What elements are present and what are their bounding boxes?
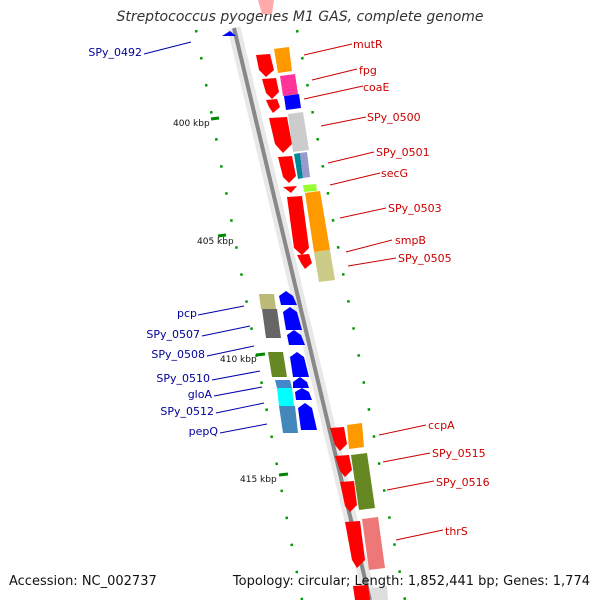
- forward-strand-genes: [279, 291, 317, 430]
- gene-band: [300, 152, 310, 178]
- gene-label: ccpA: [428, 419, 455, 432]
- gene-arrow: [290, 352, 309, 377]
- accession-text: Accession: NC_002737: [9, 574, 157, 589]
- gene-label: mutR: [353, 38, 383, 51]
- tick-mark: [278, 472, 289, 477]
- tick-label: 405 kbp: [197, 237, 234, 247]
- gene-label: SPy_0505: [398, 252, 452, 265]
- gene-label: pcp: [177, 307, 197, 320]
- gene-band: [262, 309, 281, 338]
- gene-arrow: [287, 196, 309, 255]
- scale-ticks: [210, 116, 289, 477]
- gene-label: coaE: [363, 81, 390, 94]
- gene-label: SPy_0492: [88, 46, 142, 59]
- gene-band: [280, 74, 298, 96]
- gene-label: SPy_0500: [367, 111, 421, 124]
- gene-arrow: [283, 307, 302, 330]
- gene-arrow: [287, 330, 305, 345]
- gene-band: [277, 388, 294, 406]
- gene-arrow: [256, 54, 274, 77]
- tick-label: 410 kbp: [220, 355, 257, 365]
- gene-band: [259, 294, 276, 309]
- gene-band: [275, 380, 292, 388]
- reverse-strand-bands: [274, 47, 388, 600]
- gene-arrow: [340, 481, 357, 512]
- right-label-leaders: [303, 43, 444, 541]
- gene-label: thrS: [445, 525, 468, 538]
- gene-arrow: [335, 455, 352, 477]
- forward-strand-bands: [259, 294, 298, 433]
- gene-label: SPy_0503: [388, 202, 442, 215]
- gene-arrow: [278, 156, 296, 183]
- gene-label: pepQ: [189, 425, 219, 438]
- tick-labels: 400 kbp 405 kbp 410 kbp 415 kbp: [173, 119, 277, 485]
- gene-arrow: [293, 377, 309, 388]
- gene-label: SPy_0510: [156, 372, 210, 385]
- gene-arrow: [295, 388, 312, 400]
- left-label-leaders: [143, 41, 268, 434]
- gene-label: SPy_0508: [151, 348, 205, 361]
- gene-band: [314, 250, 335, 282]
- gene-label: smpB: [395, 234, 426, 247]
- gene-band: [351, 453, 375, 510]
- gene-band: [284, 94, 301, 110]
- gene-partial-top-blue: [222, 31, 236, 36]
- tick-mark: [255, 352, 266, 357]
- gene-partial-top: [258, 0, 274, 14]
- gene-band: [279, 406, 298, 433]
- gene-band: [305, 191, 330, 252]
- gene-arrow: [298, 403, 317, 430]
- gene-arrow: [353, 585, 370, 600]
- gene-label: gloA: [188, 388, 213, 401]
- gene-arrow: [262, 78, 279, 99]
- gene-label: SPy_0501: [376, 146, 430, 159]
- gene-band: [303, 184, 317, 192]
- map-title: Streptococcus pyogenes M1 GAS, complete …: [116, 9, 484, 25]
- gene-arrow: [279, 291, 297, 305]
- gene-arrow: [330, 427, 347, 451]
- gene-label: SPy_0515: [432, 447, 486, 460]
- gene-arrow: [345, 521, 365, 568]
- right-gene-labels: mutR fpg coaE SPy_0500 SPy_0501 secG SPy…: [353, 38, 490, 538]
- gene-label: SPy_0507: [146, 328, 200, 341]
- gene-band: [371, 586, 388, 600]
- tick-mark: [210, 116, 220, 121]
- gene-band: [294, 153, 303, 179]
- gene-arrow: [283, 186, 297, 193]
- gene-arrow: [269, 117, 292, 153]
- gene-arrow: [297, 254, 312, 269]
- gene-band: [347, 423, 364, 449]
- gene-label: fpg: [359, 64, 377, 77]
- gene-label: secG: [381, 167, 408, 180]
- gene-band: [362, 517, 385, 570]
- gene-label: SPy_0516: [436, 476, 490, 489]
- tick-mark: [217, 233, 227, 238]
- gene-band: [274, 47, 292, 73]
- gene-arrow: [266, 99, 280, 113]
- gene-label: SPy_0512: [160, 405, 214, 418]
- gene-band: [268, 352, 287, 377]
- left-gene-labels: SPy_0492 pcp SPy_0507 SPy_0508 SPy_0510 …: [88, 46, 218, 438]
- tick-label: 415 kbp: [240, 475, 277, 485]
- reverse-strand-genes: [256, 54, 370, 600]
- genome-stats-text: Topology: circular; Length: 1,852,441 bp…: [232, 574, 590, 589]
- tick-label: 400 kbp: [173, 119, 210, 129]
- gene-band: [288, 112, 309, 152]
